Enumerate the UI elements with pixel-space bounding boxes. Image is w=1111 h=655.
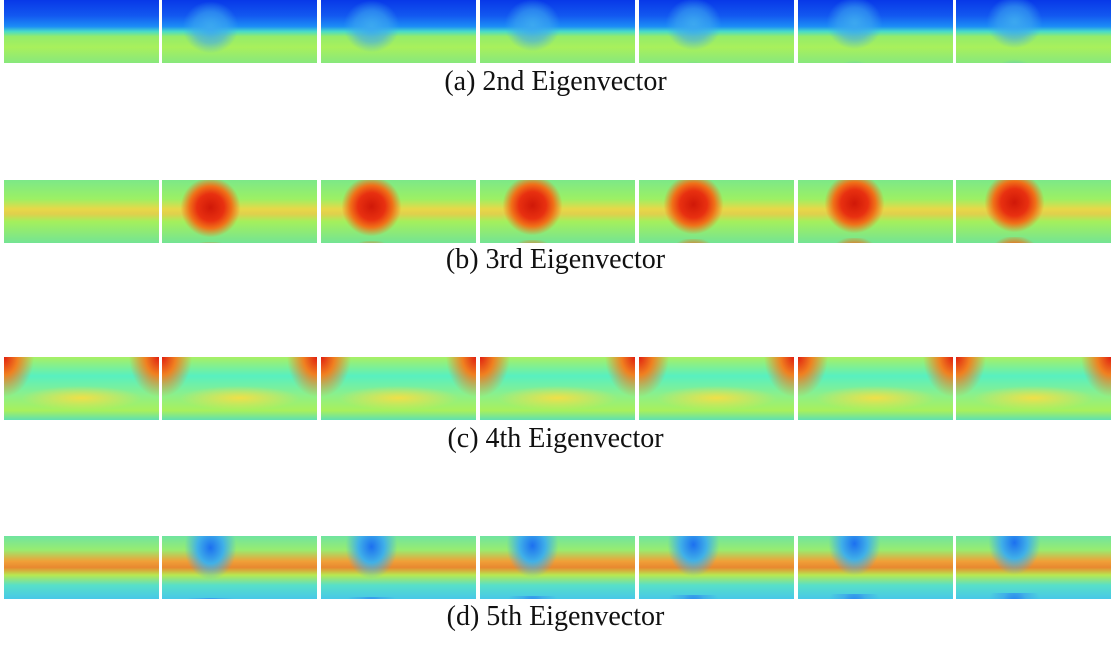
heatmap-blob bbox=[162, 180, 317, 243]
heatmap-tile bbox=[956, 0, 1111, 63]
heatmap-tile bbox=[956, 536, 1111, 599]
heatmap-tile bbox=[639, 536, 794, 599]
heatmap-tile bbox=[321, 0, 476, 63]
image-row bbox=[0, 536, 1111, 599]
image-row bbox=[0, 357, 1111, 420]
heatmap-tile bbox=[480, 0, 635, 63]
heatmap-tile bbox=[798, 0, 953, 63]
heatmap-blob bbox=[956, 180, 1111, 243]
heatmap-tile bbox=[639, 0, 794, 63]
image-row bbox=[0, 180, 1111, 243]
heatmap-tile bbox=[480, 357, 635, 420]
heatmap-tile bbox=[480, 180, 635, 243]
heatmap-blob bbox=[321, 0, 476, 63]
heatmap-blob bbox=[639, 0, 794, 63]
heatmap-blob bbox=[956, 0, 1111, 63]
heatmap-tile bbox=[639, 357, 794, 420]
heatmap-tile bbox=[798, 536, 953, 599]
heatmap-blob bbox=[639, 180, 794, 243]
caption: (c) 4th Eigenvector bbox=[447, 423, 664, 454]
heatmap-blob bbox=[480, 180, 635, 243]
caption: (a) 2nd Eigenvector bbox=[444, 66, 667, 97]
heatmap-tile bbox=[798, 357, 953, 420]
heatmap-tile bbox=[162, 357, 317, 420]
heatmap-tile bbox=[4, 357, 159, 420]
heatmap-tile bbox=[162, 180, 317, 243]
heatmap-tile bbox=[956, 357, 1111, 420]
heatmap-tile bbox=[321, 180, 476, 243]
heatmap-tile bbox=[321, 357, 476, 420]
heatmap-tile bbox=[956, 180, 1111, 243]
heatmap-tile bbox=[162, 536, 317, 599]
heatmap-blob bbox=[321, 536, 476, 599]
image-row bbox=[0, 0, 1111, 63]
heatmap-blob bbox=[798, 0, 953, 63]
heatmap-tile bbox=[162, 0, 317, 63]
heatmap-tile bbox=[639, 180, 794, 243]
heatmap-tile bbox=[4, 0, 159, 63]
heatmap-blob bbox=[798, 180, 953, 243]
caption: (d) 5th Eigenvector bbox=[446, 601, 665, 632]
heatmap-tile bbox=[480, 536, 635, 599]
heatmap-blob bbox=[321, 180, 476, 243]
caption: (b) 3rd Eigenvector bbox=[445, 244, 666, 275]
heatmap-blob bbox=[162, 536, 317, 599]
heatmap-tile bbox=[798, 180, 953, 243]
heatmap-tile bbox=[321, 536, 476, 599]
heatmap-tile bbox=[4, 536, 159, 599]
heatmap-blob bbox=[480, 0, 635, 63]
heatmap-blob bbox=[639, 536, 794, 599]
heatmap-tile bbox=[4, 180, 159, 243]
heatmap-blob bbox=[480, 536, 635, 599]
heatmap-blob bbox=[956, 536, 1111, 599]
heatmap-blob bbox=[798, 536, 953, 599]
heatmap-blob bbox=[162, 0, 317, 63]
